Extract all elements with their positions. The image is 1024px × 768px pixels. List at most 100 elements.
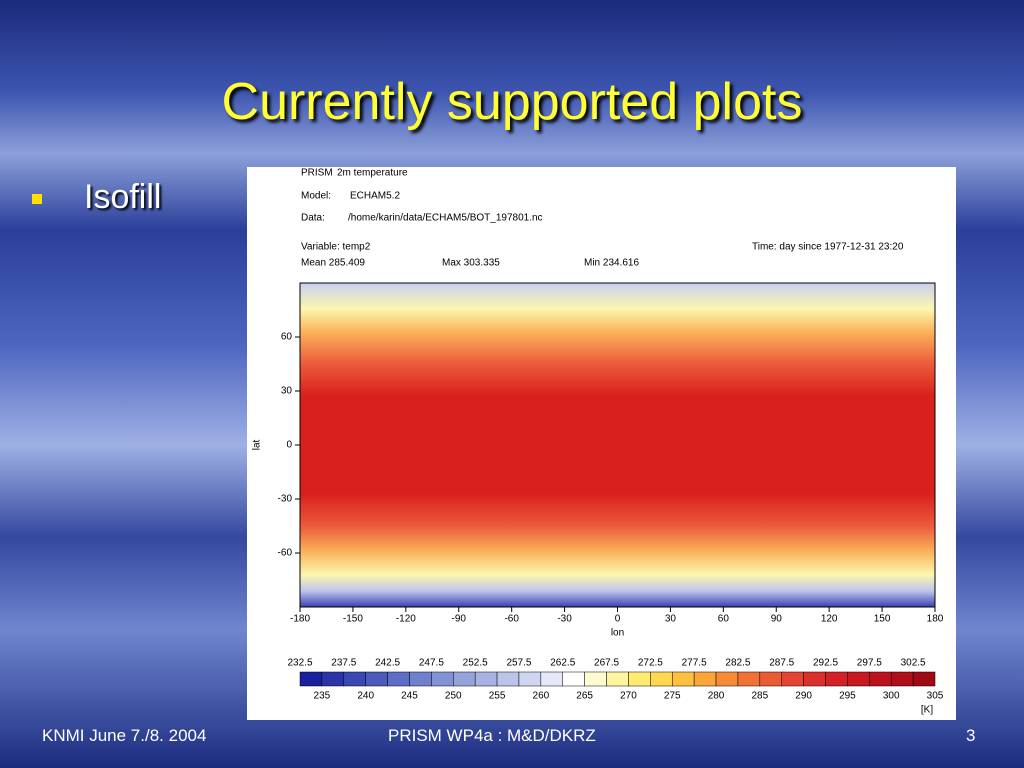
colorbar-label: 267.5: [594, 658, 619, 669]
colorbar-label: 242.5: [375, 658, 400, 669]
colorbar-label: 237.5: [331, 658, 356, 669]
colorbar-label: 255: [489, 691, 506, 702]
y-axis-label: lat: [252, 439, 263, 450]
x-tick-label: 180: [927, 614, 944, 625]
colorbar-label: 265: [576, 691, 593, 702]
colorbar-box: [562, 671, 585, 687]
colorbar-box: [912, 671, 936, 687]
bullet: Isofill: [32, 178, 161, 217]
colorbar-label: 232.5: [287, 658, 312, 669]
y-tick-label: 0: [286, 440, 292, 451]
header-text: PRISM: [301, 168, 333, 179]
colorbar-label: 282.5: [725, 658, 750, 669]
colorbar-box: [496, 671, 520, 687]
colorbar-unit: [K]: [921, 705, 933, 716]
colorbar-box: [650, 671, 673, 687]
x-tick-label: 30: [665, 614, 677, 625]
colorbar-label: 300: [883, 691, 900, 702]
x-tick-label: 60: [718, 614, 730, 625]
colorbar-label: 240: [357, 691, 374, 702]
colorbar-label: 275: [664, 691, 681, 702]
colorbar-box: [890, 671, 914, 687]
colorbar-label: 250: [445, 691, 462, 702]
colorbar-label: 260: [533, 691, 550, 702]
header-text: ECHAM5.2: [350, 191, 400, 202]
header-text: Time: day since 1977-12-31 23:20: [752, 242, 904, 253]
colorbar-label: 302.5: [901, 658, 926, 669]
header-text: 2m temperature: [337, 168, 408, 179]
colorbar-box: [365, 671, 388, 687]
colorbar-box: [540, 671, 564, 687]
colorbar-label: 257.5: [506, 658, 531, 669]
colorbar-box: [693, 671, 717, 687]
colorbar-label: 272.5: [638, 658, 663, 669]
colorbar-box: [343, 671, 366, 687]
colorbar-box: [847, 671, 870, 687]
colorbar-box: [518, 671, 542, 687]
colorbar-label: 262.5: [550, 658, 575, 669]
header-text: Data:: [301, 213, 325, 224]
x-tick-label: 150: [874, 614, 891, 625]
colorbar-label: 295: [839, 691, 856, 702]
colorbar-label: 292.5: [813, 658, 838, 669]
footer-left: KNMI June 7./8. 2004: [42, 726, 207, 745]
colorbar-box: [869, 671, 892, 687]
colorbar-label: 280: [708, 691, 725, 702]
colorbar-box: [321, 671, 345, 687]
colorbar-label: 270: [620, 691, 637, 702]
x-tick-label: -180: [290, 614, 310, 625]
header-text: Model:: [301, 191, 331, 202]
x-tick-label: -90: [452, 614, 467, 625]
header-text: Mean 285.409: [301, 258, 365, 269]
colorbar-label: 305: [927, 691, 944, 702]
x-tick-label: 120: [821, 614, 838, 625]
colorbar-box: [715, 671, 739, 687]
x-axis-label: lon: [611, 628, 624, 639]
colorbar-label: 297.5: [857, 658, 882, 669]
colorbar-label: 247.5: [419, 658, 444, 669]
footer-center: PRISM WP4a : M&D/DKRZ: [388, 726, 596, 745]
y-tick-label: 30: [281, 386, 293, 397]
header-text: Min 234.616: [584, 258, 639, 269]
colorbar-box: [387, 671, 410, 687]
x-tick-label: 90: [771, 614, 783, 625]
figure: PRISM 2m temperature Model: ECHAM5.2 Data: /h…: [247, 167, 956, 720]
colorbar-label: 290: [795, 691, 812, 702]
x-tick-label: -120: [396, 614, 416, 625]
y-tick-label: -60: [278, 548, 293, 559]
map-field: [299, 282, 936, 608]
colorbar-box: [606, 671, 629, 687]
colorbar-box: [759, 671, 782, 687]
colorbar-box: [737, 671, 761, 687]
x-tick-label: -150: [343, 614, 363, 625]
colorbar-label: 287.5: [769, 658, 794, 669]
header-text: Max 303.335: [442, 258, 500, 269]
bullet-text: Isofill: [84, 178, 162, 216]
x-tick-label: 0: [615, 614, 621, 625]
colorbar-box: [299, 671, 323, 687]
colorbar-box: [825, 671, 848, 687]
colorbar-box: [803, 671, 826, 687]
colorbar-label: 277.5: [682, 658, 707, 669]
slide-title: Currently supported plots: [221, 73, 803, 131]
colorbar-label: 235: [314, 691, 331, 702]
colorbar-label: 245: [401, 691, 418, 702]
colorbar-box: [628, 671, 651, 687]
x-tick-label: -60: [504, 614, 519, 625]
colorbar-label: 285: [751, 691, 768, 702]
x-tick-label: -30: [557, 614, 572, 625]
slide-number: 3: [966, 726, 976, 745]
colorbar-box: [474, 671, 498, 687]
colorbar-box: [671, 671, 695, 687]
header-text: /home/karin/data/ECHAM5/BOT_197801.nc: [348, 213, 543, 224]
colorbar-box: [409, 671, 432, 687]
colorbar-box: [453, 671, 476, 687]
y-tick-label: -30: [278, 494, 293, 505]
header-text: Variable: temp2: [301, 242, 371, 253]
y-tick-label: 60: [281, 332, 293, 343]
colorbar-box: [584, 671, 607, 687]
colorbar-box: [781, 671, 804, 687]
colorbar-label: 252.5: [463, 658, 488, 669]
colorbar-box: [431, 671, 454, 687]
